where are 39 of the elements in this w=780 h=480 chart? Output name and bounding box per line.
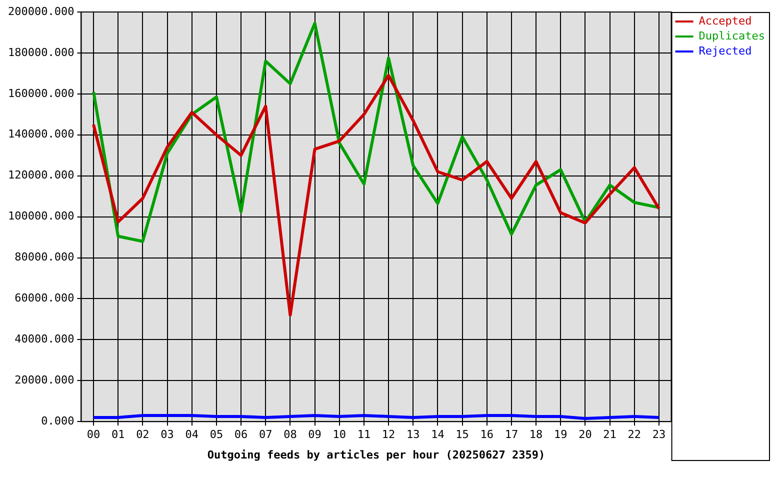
x-tick-label: 10 bbox=[332, 428, 346, 442]
x-tick-label: 20 bbox=[578, 428, 592, 442]
x-tick-label: 02 bbox=[136, 428, 150, 442]
x-tick-label: 17 bbox=[504, 428, 518, 442]
y-tick-label: 160000.000 bbox=[8, 86, 74, 100]
x-tick-label: 06 bbox=[234, 428, 248, 442]
y-tick-label: 140000.000 bbox=[8, 128, 74, 141]
x-tick-label: 16 bbox=[480, 428, 494, 442]
y-tick-label: 20000.000 bbox=[14, 374, 74, 386]
x-tick-label: 11 bbox=[357, 428, 371, 442]
x-tick-label: 03 bbox=[160, 428, 174, 442]
x-tick-label: 12 bbox=[382, 428, 396, 442]
legend-label: Rejected bbox=[698, 44, 752, 58]
x-tick-label: 04 bbox=[185, 428, 199, 442]
y-tick-label: 0.000 bbox=[41, 414, 74, 428]
x-tick-label: 13 bbox=[406, 428, 420, 442]
x-tick-label: 23 bbox=[652, 428, 666, 442]
x-tick-label: 21 bbox=[603, 428, 616, 442]
y-tick-label: 120000.000 bbox=[8, 168, 74, 182]
y-tick-label: 60000.000 bbox=[14, 292, 74, 305]
x-axis-title: Outgoing feeds by articles per hour (20250627 2359) bbox=[207, 448, 546, 462]
x-tick-label: 19 bbox=[554, 428, 568, 442]
x-tick-label: 14 bbox=[431, 428, 445, 442]
y-tick-label: 80000.000 bbox=[14, 250, 74, 264]
x-tick-label: 22 bbox=[628, 428, 642, 442]
y-tick-label: 100000.000 bbox=[8, 210, 74, 223]
x-tick-label: 00 bbox=[86, 428, 100, 442]
x-tick-label: 07 bbox=[258, 428, 272, 442]
x-tick-label: 09 bbox=[308, 428, 322, 442]
x-tick-label: 01 bbox=[111, 428, 125, 442]
y-tick-label: 40000.000 bbox=[14, 332, 74, 346]
legend-label: Accepted bbox=[698, 14, 752, 28]
legend-label: Duplicates bbox=[698, 29, 766, 42]
y-tick-label: 180000.000 bbox=[8, 46, 74, 59]
y-tick-label: 200000.000 bbox=[8, 4, 74, 18]
x-tick-label: 05 bbox=[210, 428, 224, 442]
x-tick-label: 18 bbox=[529, 428, 543, 442]
x-tick-label: 08 bbox=[284, 428, 297, 442]
x-tick-label: 15 bbox=[456, 428, 469, 442]
